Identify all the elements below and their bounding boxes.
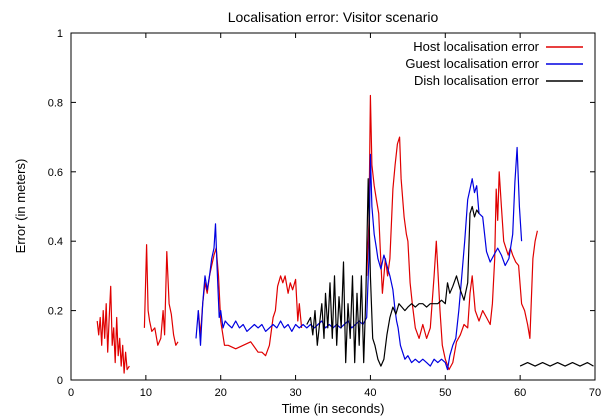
series-2-segment xyxy=(519,362,594,367)
x-tick-label: 20 xyxy=(215,387,227,399)
x-tick-label: 50 xyxy=(439,387,451,399)
legend: Host localisation error Guest localisatio… xyxy=(405,39,583,88)
y-axis-title: Error (in meters) xyxy=(13,159,28,254)
y-tick-label: 0.4 xyxy=(48,236,63,248)
ticks-layer: 0 10 20 30 40 50 60 70 0 0.2 0.4 0.6 0.8 1 xyxy=(48,28,601,399)
legend-label-0: Host localisation error xyxy=(413,39,539,54)
series-0-segment xyxy=(143,244,179,346)
y-tick-label: 0.6 xyxy=(48,167,63,179)
x-tick-label: 0 xyxy=(68,387,74,399)
series-2-line xyxy=(306,178,594,367)
x-axis-title: Time (in seconds) xyxy=(282,401,385,416)
x-tick-label: 10 xyxy=(140,387,152,399)
chart-title: Localisation error: Visitor scenario xyxy=(228,9,439,25)
series-1-segment xyxy=(195,146,523,371)
y-tick-label: 0.8 xyxy=(48,97,63,109)
series-0-segment xyxy=(366,94,538,371)
x-tick-label: 70 xyxy=(589,387,601,399)
x-tick-label: 40 xyxy=(364,387,376,399)
series-0-segment xyxy=(197,247,303,357)
series-layer xyxy=(96,94,594,374)
x-tick-label: 60 xyxy=(514,387,526,399)
y-tick-label: 0.2 xyxy=(48,306,63,318)
plot-frame xyxy=(70,32,596,381)
y-tick-label: 1 xyxy=(57,28,63,40)
x-tick-label: 30 xyxy=(289,387,301,399)
series-2-segment xyxy=(306,178,480,367)
series-1-line xyxy=(195,146,523,371)
series-0-line xyxy=(96,94,538,374)
legend-label-1: Guest localisation error xyxy=(405,56,539,71)
series-0-segment xyxy=(96,285,130,374)
y-tick-label: 0 xyxy=(57,375,63,387)
legend-label-2: Dish localisation error xyxy=(414,73,540,88)
